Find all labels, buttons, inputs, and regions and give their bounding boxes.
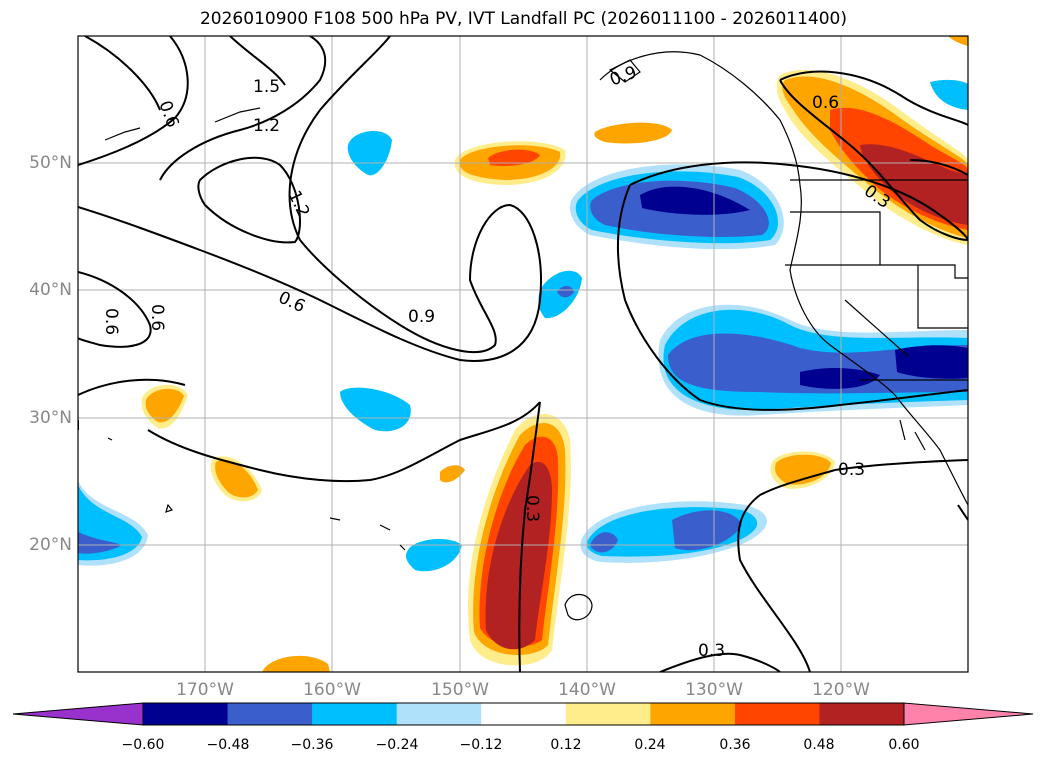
contour-label: 0.6 bbox=[812, 93, 839, 113]
colorbar-segment bbox=[904, 703, 1033, 725]
ivt-shading bbox=[78, 36, 968, 672]
lon-label: 160°W bbox=[303, 680, 361, 700]
map-frame bbox=[77, 35, 969, 673]
colorbar-segment bbox=[143, 703, 229, 725]
contour-label: 0.3 bbox=[522, 495, 542, 522]
colorbar-tick: −0.60 bbox=[121, 737, 165, 753]
colorbar-segment bbox=[650, 703, 736, 725]
lon-label: 120°W bbox=[812, 680, 870, 700]
colorbar-segment bbox=[819, 703, 905, 725]
map-title: 2026010900 F108 500 hPa PV, IVT Landfall… bbox=[199, 9, 847, 29]
colorbar-segment bbox=[481, 703, 567, 725]
contour-labels: 0.6 1.5 1.2 1.2 0.6 0.9 0.6 0.6 0.9 0.6 … bbox=[101, 62, 894, 661]
map-canvas: 0.6 1.5 1.2 1.2 0.6 0.9 0.6 0.6 0.9 0.6 … bbox=[77, 35, 969, 673]
contour-label: 0.3 bbox=[698, 641, 725, 661]
colorbar-tick: 0.12 bbox=[550, 737, 582, 753]
colorbar-tick: 0.60 bbox=[888, 737, 920, 753]
contour-label: 0.9 bbox=[408, 307, 435, 327]
colorbar-min-arrow bbox=[12, 702, 144, 726]
lon-label: 130°W bbox=[685, 680, 743, 700]
contour-label: 1.2 bbox=[253, 116, 280, 136]
colorbar-max-arrow bbox=[903, 702, 1034, 726]
colorbar-tick: −0.36 bbox=[290, 737, 334, 753]
colorbar-segment bbox=[565, 703, 651, 725]
contour-label: 0.6 bbox=[101, 308, 121, 335]
colorbar-tick: −0.24 bbox=[375, 737, 419, 753]
colorbar-segments bbox=[13, 703, 1033, 725]
lon-label: 150°W bbox=[431, 680, 489, 700]
lat-label: 20°N bbox=[29, 535, 72, 555]
lat-label: 30°N bbox=[29, 408, 72, 428]
colorbar-tick: −0.12 bbox=[459, 737, 503, 753]
contour-label: 0.6 bbox=[147, 304, 167, 331]
colorbar-segment bbox=[13, 703, 143, 725]
contour-label: 0.3 bbox=[838, 460, 865, 480]
colorbar-frame bbox=[142, 702, 905, 726]
lon-label: 140°W bbox=[558, 680, 616, 700]
colorbar-segment bbox=[734, 703, 820, 725]
lon-label: 170°W bbox=[176, 680, 234, 700]
lat-label: 40°N bbox=[29, 280, 72, 300]
colorbar-tick: −0.48 bbox=[206, 737, 250, 753]
colorbar-segment bbox=[312, 703, 398, 725]
coastlines bbox=[104, 51, 968, 621]
colorbar-segment bbox=[227, 703, 313, 725]
pv-contours bbox=[78, 36, 968, 672]
colorbar-tick: 0.24 bbox=[634, 737, 666, 753]
colorbar-segment bbox=[396, 703, 482, 725]
colorbar-tick: 0.36 bbox=[719, 737, 751, 753]
colorbar-tick: 0.48 bbox=[803, 737, 835, 753]
contour-label: 1.5 bbox=[253, 77, 280, 97]
lat-label: 50°N bbox=[29, 153, 72, 173]
